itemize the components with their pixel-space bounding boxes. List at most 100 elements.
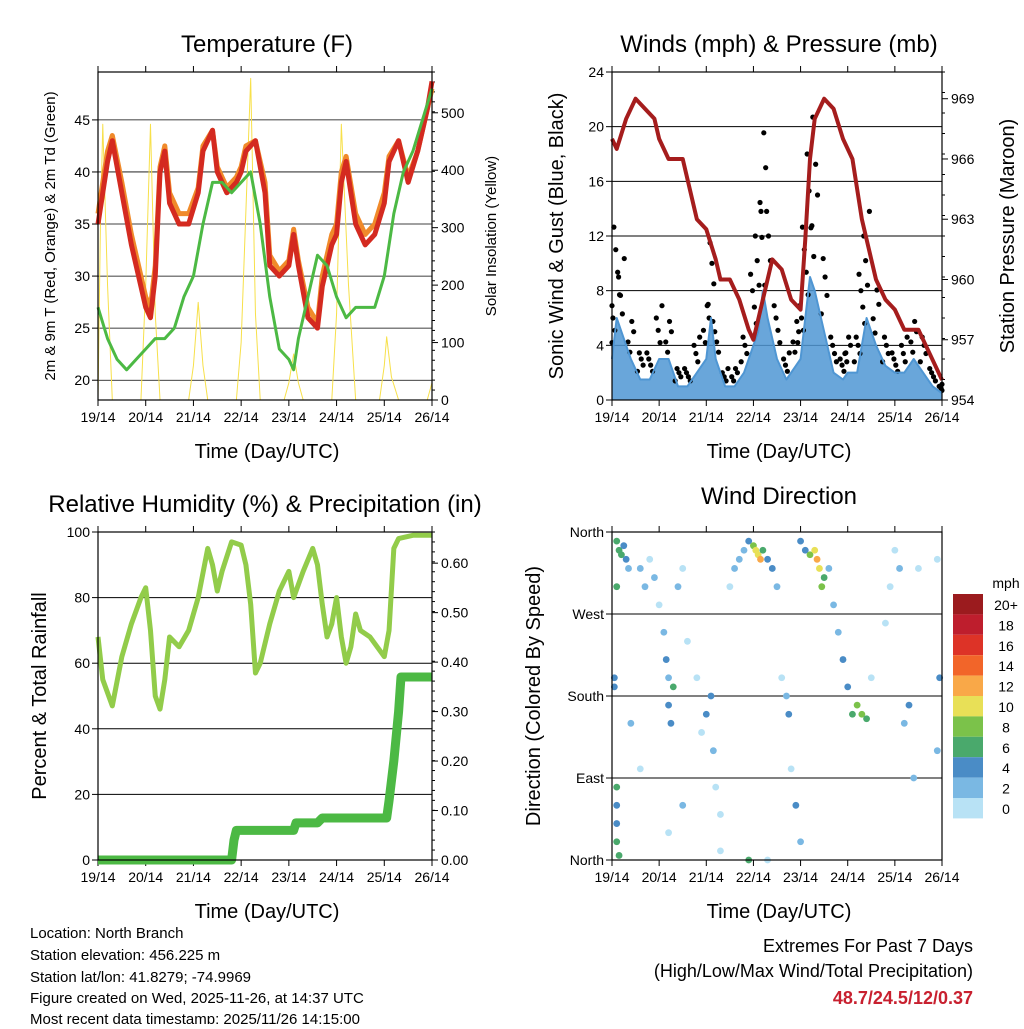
- gust-point: [860, 304, 866, 310]
- gust-point: [841, 368, 847, 374]
- x-tick-label: 24/14: [319, 869, 354, 885]
- wind-direction-point: [674, 583, 682, 591]
- wind-direction-point: [684, 637, 691, 645]
- gust-point: [883, 342, 889, 348]
- gust-point: [872, 330, 878, 336]
- wind-direction-point: [613, 801, 621, 809]
- gust-point: [864, 282, 871, 288]
- x-tick-label: 23/14: [271, 869, 306, 885]
- gust-point: [678, 374, 684, 380]
- gust-point: [729, 374, 735, 380]
- x-tick-label: 21/14: [689, 869, 724, 885]
- gust-point: [912, 318, 918, 325]
- station-info: Location: North Branch Station elevation…: [30, 925, 364, 1028]
- gust-point: [640, 362, 646, 368]
- temperature-title: Temperature (F): [181, 31, 353, 58]
- gust-point: [856, 271, 862, 277]
- y2-tick-label: 300: [441, 220, 465, 236]
- y-tick-label: East: [576, 770, 604, 786]
- gust-point: [771, 303, 777, 309]
- wind-direction-point: [679, 801, 687, 809]
- wind-direction-point: [806, 551, 814, 559]
- winds-xlabel: Time (Day/UTC): [707, 441, 852, 463]
- gust-point: [749, 288, 756, 294]
- gust-point: [610, 315, 616, 321]
- gust-point: [889, 350, 895, 356]
- gust-point: [665, 349, 671, 355]
- legend-label: 10: [998, 699, 1014, 715]
- wind-direction-point: [613, 537, 621, 545]
- gust-point: [831, 350, 838, 357]
- wind-direction-point: [816, 565, 823, 572]
- wind-direction-point: [679, 565, 687, 572]
- gust-point: [796, 329, 802, 335]
- gust-point: [775, 327, 781, 333]
- gust-point: [742, 342, 748, 348]
- y-tick-label: 20: [588, 119, 604, 135]
- wind-direction-point: [933, 555, 941, 563]
- wind-direction-point: [709, 747, 717, 755]
- gust-point: [657, 340, 663, 346]
- wind-direction-point: [778, 674, 786, 682]
- wind-direction-point: [905, 701, 913, 709]
- elevation-text: Station elevation: 456.225 m: [30, 947, 220, 964]
- wind-direction-point: [622, 555, 630, 563]
- gust-point: [842, 350, 848, 357]
- precipitation-line: [98, 672, 432, 865]
- wind-direction-point: [773, 583, 781, 591]
- x-tick-label: 21/14: [176, 869, 211, 885]
- x-tick-label: 20/14: [642, 409, 677, 425]
- wind-direction-point: [613, 820, 621, 827]
- y2-tick-label: 0.20: [441, 753, 468, 769]
- y-tick-label: 20: [74, 786, 90, 802]
- wind-direction-point: [933, 747, 941, 755]
- gust-point: [619, 311, 625, 317]
- y-tick-label: 100: [67, 524, 91, 540]
- wind-direction-point: [707, 692, 715, 700]
- gust-point: [693, 350, 699, 357]
- wind-direction-point: [646, 555, 654, 563]
- gust-point: [811, 253, 817, 260]
- x-tick-label: 23/14: [783, 869, 818, 885]
- y-tick-label: 80: [74, 590, 90, 606]
- gust-point: [714, 339, 720, 345]
- legend-label: 18: [998, 617, 1014, 633]
- y-tick-label: West: [572, 606, 604, 622]
- wind-direction-point: [768, 565, 776, 572]
- gust-point: [870, 316, 876, 322]
- gust-point: [855, 342, 861, 348]
- gust-point: [663, 339, 669, 345]
- wind-direction-point: [717, 811, 724, 818]
- wind-direction-point: [665, 829, 672, 837]
- wind-speed-line: [611, 276, 943, 394]
- wind-direction-point: [662, 656, 670, 663]
- wind-speed-area: [612, 277, 942, 400]
- gust-point: [734, 370, 741, 376]
- temperature-panel: Temperature (F) Time (Day/UTC) 2m & 9m T…: [42, 31, 500, 463]
- x-tick-label: 22/14: [224, 409, 259, 425]
- legend-label: 16: [998, 638, 1014, 654]
- legend-swatch: [953, 675, 983, 696]
- gust-point: [752, 233, 758, 239]
- extremes-value: 48.7/24.5/12/0.37: [833, 988, 973, 1008]
- gust-point: [853, 334, 859, 340]
- gust-point: [792, 349, 798, 355]
- temperature-ylabel: 2m & 9m T (Red, Orange) & 2m Td (Green): [42, 91, 59, 380]
- gust-point: [659, 303, 665, 309]
- wind-direction-point: [900, 719, 908, 727]
- x-tick-label: 20/14: [128, 409, 163, 425]
- legend-label: 14: [998, 658, 1014, 674]
- humidity-title: Relative Humidity (%) & Precipitation (i…: [48, 491, 481, 518]
- x-tick-label: 20/14: [128, 869, 163, 885]
- x-tick-label: 25/14: [877, 409, 912, 425]
- gust-point: [685, 374, 691, 380]
- wind-direction-point: [702, 710, 710, 718]
- y-tick-label: 35: [74, 216, 90, 232]
- x-tick-label: 21/14: [689, 409, 724, 425]
- winds-title: Winds (mph) & Pressure (mb): [620, 31, 937, 58]
- gust-point: [653, 315, 659, 321]
- created-text: Figure created on Wed, 2025-11-26, at 14…: [30, 990, 364, 1007]
- legend-swatch: [953, 614, 983, 635]
- gust-point: [666, 318, 673, 325]
- gust-point: [748, 271, 754, 277]
